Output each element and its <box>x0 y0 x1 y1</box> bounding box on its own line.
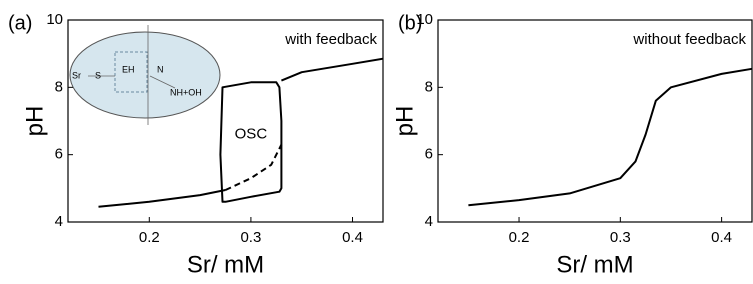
x-tick-label: 0.2 <box>509 229 530 246</box>
series-line <box>226 145 282 190</box>
y-tick-label: 8 <box>55 78 63 95</box>
x-tick-label: 0.2 <box>139 229 160 246</box>
series-line <box>281 59 383 81</box>
x-tick-label: 0.3 <box>610 229 631 246</box>
region-label: OSC <box>235 125 268 142</box>
x-tick-label: 0.4 <box>342 229 363 246</box>
y-axis-label: pH <box>21 106 48 137</box>
x-axis-label: Sr/ mM <box>556 251 633 278</box>
annotation: without feedback <box>632 31 746 48</box>
x-tick-label: 0.4 <box>711 229 732 246</box>
y-tick-label: 4 <box>425 213 433 230</box>
series-line <box>99 190 226 207</box>
annotation: with feedback <box>284 31 377 48</box>
y-tick-label: 6 <box>55 146 63 163</box>
panel-label: (b) <box>398 12 422 34</box>
inset-label: N <box>157 64 164 74</box>
plot-frame <box>438 20 752 222</box>
inset-ellipse <box>70 32 220 118</box>
inset-label: EH <box>122 64 135 74</box>
inset-label: Sr <box>72 70 81 80</box>
inset-label: S <box>95 70 101 80</box>
y-tick-label: 6 <box>425 146 433 163</box>
inset-diagram: Sr S EH N NH+OH <box>70 25 220 125</box>
y-axis-label: pH <box>391 106 418 137</box>
y-tick-label: 4 <box>55 213 63 230</box>
y-tick-label: 10 <box>46 11 63 28</box>
panel-label: (a) <box>8 12 32 34</box>
x-axis-label: Sr/ mM <box>187 251 264 278</box>
inset-label: NH+OH <box>170 87 202 97</box>
x-tick-label: 0.3 <box>240 229 261 246</box>
figure: Sr S EH N NH+OH 0.2 0.3 0.4 4 6 8 10 Sr/ mM pH (a) wit… <box>0 0 753 284</box>
y-tick-label: 8 <box>425 78 433 95</box>
series-line <box>468 69 752 205</box>
